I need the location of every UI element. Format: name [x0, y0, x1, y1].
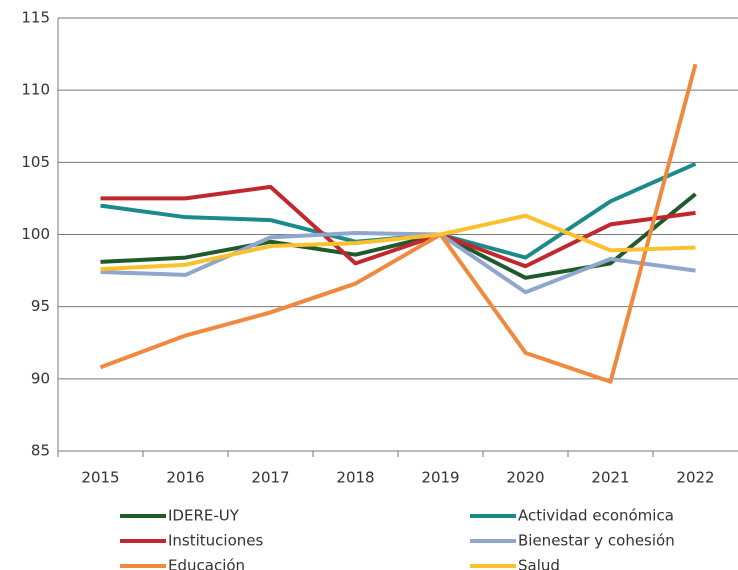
- y-tick-label: 110: [21, 81, 50, 99]
- series-line: [100, 184, 696, 269]
- series-line: [99, 63, 698, 384]
- legend-label: Educación: [168, 557, 245, 570]
- x-tick-label: 2022: [676, 469, 714, 487]
- y-tick-label: 85: [31, 442, 50, 460]
- y-tick-label: 90: [31, 369, 50, 387]
- y-tick-label: 115: [21, 9, 50, 27]
- x-tick-label: 2016: [166, 469, 204, 487]
- legend-label: IDERE-UY: [168, 507, 240, 525]
- x-tick-label: 2018: [336, 469, 374, 487]
- x-tick-label: 2015: [81, 469, 119, 487]
- x-tick-label: 2019: [421, 469, 459, 487]
- legend-label: Instituciones: [168, 532, 264, 550]
- y-tick-label: 95: [31, 297, 50, 315]
- x-tick-label: 2017: [251, 469, 289, 487]
- legend-label: Actividad económica: [518, 507, 674, 525]
- x-tick-label: 2020: [506, 469, 544, 487]
- legend-label: Salud: [518, 557, 560, 570]
- y-tick-label: 100: [21, 225, 50, 243]
- x-tick-label: 2021: [591, 469, 629, 487]
- legend-label: Bienestar y cohesión: [518, 532, 675, 550]
- series-line: [100, 231, 696, 295]
- y-tick-label: 105: [21, 153, 50, 171]
- series-line: [100, 213, 696, 272]
